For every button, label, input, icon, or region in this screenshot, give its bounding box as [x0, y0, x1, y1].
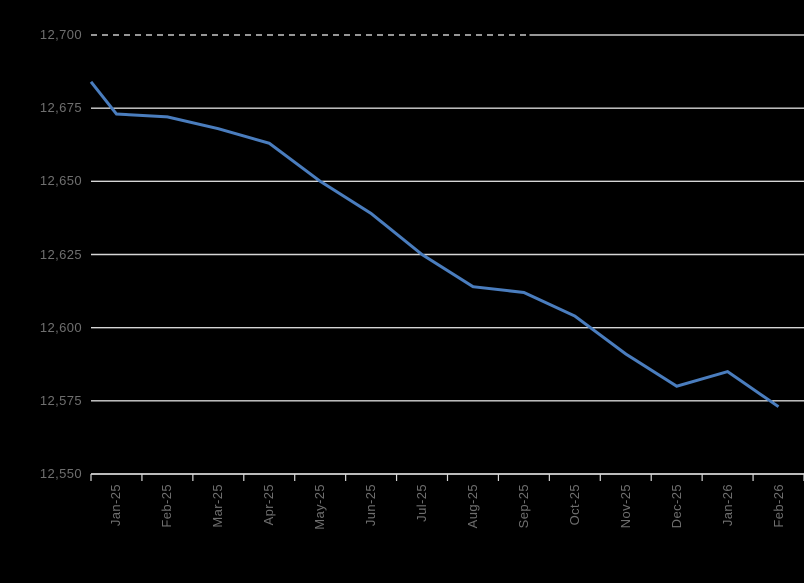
- y-tick-label: 12,700: [39, 27, 82, 42]
- x-tick-label: Jan-25: [108, 484, 124, 527]
- y-tick-label: 12,575: [39, 392, 82, 408]
- x-tick-label: Mar-25: [210, 484, 226, 528]
- x-tick-label: Jun-25: [363, 484, 379, 527]
- y-tick-label: 12,600: [39, 319, 82, 335]
- y-tick-label: 12,675: [39, 100, 82, 116]
- x-tick-label: Feb-25: [159, 484, 175, 528]
- x-tick-label: Feb-26: [770, 484, 786, 528]
- y-tick-label: 12,625: [39, 246, 82, 262]
- y-tick-label: 12,550: [39, 466, 82, 481]
- x-tick-label: Nov-25: [617, 484, 633, 529]
- y-tick-label: 12,650: [39, 173, 82, 189]
- x-tick-label: Jan-26: [719, 484, 735, 527]
- x-tick-label: May-25: [312, 484, 328, 530]
- x-tick-label: Aug-25: [464, 484, 480, 529]
- x-tick-label: Dec-25: [668, 484, 684, 529]
- x-tick-label: Oct-25: [566, 484, 582, 526]
- x-tick-label: Sep-25: [515, 484, 531, 529]
- x-tick-label: Apr-25: [261, 484, 277, 526]
- x-tick-label: Jul-25: [414, 484, 430, 522]
- data-line: [89, 80, 780, 408]
